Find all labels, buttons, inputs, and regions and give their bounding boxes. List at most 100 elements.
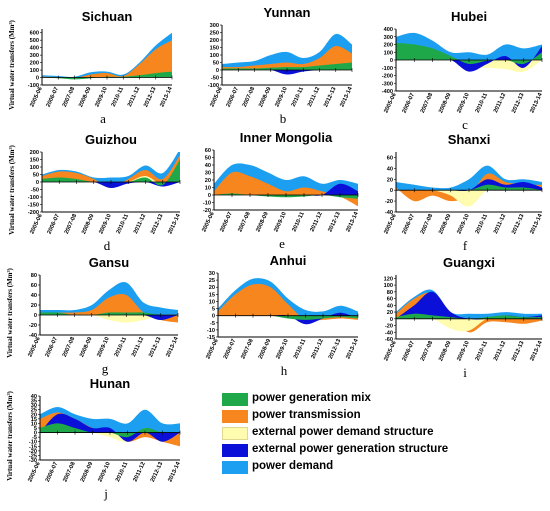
x-tick-label: 2010-11 bbox=[293, 338, 308, 360]
x-tick-label: 2010-11 bbox=[115, 461, 130, 483]
x-tick-label: 2008-09 bbox=[438, 340, 453, 363]
x-tick-label: 2009-10 bbox=[96, 336, 110, 358]
y-tick-label: -40 bbox=[385, 330, 393, 336]
y-tick-label: 60 bbox=[205, 148, 211, 154]
y-tick-label: 5 bbox=[34, 426, 37, 432]
legend-label: power generation mix bbox=[252, 392, 371, 404]
legend-label: power demand bbox=[252, 460, 334, 472]
y-tick-label: -300 bbox=[382, 81, 393, 87]
x-tick-label: 2011-12 bbox=[131, 336, 145, 358]
y-tick-label: 150 bbox=[30, 158, 39, 164]
x-tick-label: 2010-11 bbox=[111, 86, 126, 108]
x-tick-label: 2006-07 bbox=[219, 211, 233, 233]
y-tick-label: -20 bbox=[29, 323, 37, 329]
y-tick-label: 30 bbox=[209, 271, 215, 277]
y-tick-label: 30 bbox=[205, 171, 211, 177]
x-tick-label: 2011-12 bbox=[307, 86, 321, 108]
panel-letter: i bbox=[463, 365, 467, 380]
y-tick-label: 0 bbox=[36, 180, 39, 186]
y-tick-label: 600 bbox=[30, 31, 39, 37]
x-tick-label: 2010-11 bbox=[475, 92, 490, 114]
x-tick-label: 2010-11 bbox=[116, 213, 131, 235]
legend-item-power-demand: power demand bbox=[222, 460, 542, 477]
panel-title: Yunnan bbox=[264, 5, 311, 20]
y-tick-label: 5 bbox=[212, 307, 215, 313]
plot-area bbox=[396, 289, 542, 333]
x-tick-label: 2011-12 bbox=[493, 340, 507, 362]
plot-area bbox=[42, 152, 180, 189]
y-tick-label: 0 bbox=[390, 317, 393, 323]
y-tick-label: 200 bbox=[30, 150, 39, 156]
panel-title: Gansu bbox=[89, 255, 130, 270]
y-tick-label: 100 bbox=[384, 50, 393, 56]
x-tick-label: 2007-08 bbox=[62, 86, 77, 109]
y-tick-label: 20 bbox=[387, 310, 393, 316]
x-tick-label: 2012-13 bbox=[143, 86, 158, 109]
y-tick-label: 20 bbox=[31, 303, 37, 309]
x-tick-label: 2009-10 bbox=[274, 86, 288, 108]
x-tick-label: 2010-11 bbox=[475, 213, 490, 235]
y-tick-label: 0 bbox=[390, 58, 393, 64]
x-tick-label: 2013-14 bbox=[345, 211, 360, 234]
y-tick-label: -40 bbox=[29, 333, 37, 339]
x-tick-label: 2013-14 bbox=[165, 336, 180, 359]
x-tick-label: 2013-14 bbox=[345, 338, 360, 361]
area-power-transmission bbox=[42, 40, 172, 78]
panel-title: Inner Mongolia bbox=[240, 130, 333, 145]
x-tick-label: 2010-11 bbox=[291, 86, 306, 108]
y-axis-label: Virtual water transfers (Mm³) bbox=[8, 144, 16, 234]
y-tick-label: 30 bbox=[31, 403, 37, 409]
panel-letter: j bbox=[103, 486, 108, 501]
x-tick-label: 2009-10 bbox=[94, 86, 108, 108]
y-tick-label: 0 bbox=[212, 314, 215, 320]
panel-letter: d bbox=[104, 238, 111, 253]
y-tick-label: -100 bbox=[382, 66, 393, 72]
y-tick-label: -150 bbox=[28, 203, 39, 209]
y-tick-label: 400 bbox=[30, 46, 39, 52]
y-tick-label: 60 bbox=[387, 297, 393, 303]
y-tick-label: -200 bbox=[28, 210, 39, 216]
x-tick-label: 2010-11 bbox=[292, 211, 307, 233]
area-external-power-generation-structure bbox=[222, 69, 352, 75]
y-tick-label: 200 bbox=[210, 38, 219, 44]
area-power-generation-mix bbox=[42, 159, 180, 186]
panel-letter: f bbox=[463, 238, 468, 253]
y-tick-label: 35 bbox=[31, 399, 37, 405]
area-external-power-generation-structure bbox=[218, 312, 358, 325]
x-tick-label: 2011-12 bbox=[493, 92, 507, 114]
y-tick-label: 50 bbox=[33, 173, 39, 179]
panel-title: Anhui bbox=[270, 253, 307, 268]
x-tick-label: 2012-13 bbox=[150, 461, 165, 484]
x-tick-label: 2008-09 bbox=[438, 213, 453, 236]
x-tick-label: 2012-13 bbox=[328, 338, 343, 361]
x-tick-label: 2011-12 bbox=[133, 461, 147, 483]
y-tick-label: 120 bbox=[384, 276, 393, 282]
y-tick-label: -100 bbox=[28, 195, 39, 201]
x-tick-label: 2011-12 bbox=[127, 86, 141, 108]
x-tick-label: 2006-07 bbox=[46, 86, 60, 108]
panel-letter: g bbox=[102, 361, 109, 376]
x-tick-label: 2011-12 bbox=[311, 338, 325, 360]
x-tick-label: 2006-07 bbox=[223, 338, 237, 360]
x-tick-label: 2006-07 bbox=[47, 213, 61, 235]
x-tick-label: 2008-09 bbox=[258, 338, 273, 361]
plot-area bbox=[40, 407, 180, 447]
x-tick-label: 2009-10 bbox=[98, 213, 112, 235]
y-tick-label: 200 bbox=[384, 43, 393, 49]
x-tick-label: 2006-07 bbox=[45, 336, 59, 358]
y-tick-label: 0 bbox=[216, 68, 219, 74]
area-external-power-demand-structure bbox=[396, 317, 542, 332]
x-tick-label: 2008-09 bbox=[79, 336, 94, 359]
y-tick-label: -50 bbox=[31, 188, 39, 194]
x-tick-label: 2008-09 bbox=[80, 461, 95, 484]
y-tick-label: -20 bbox=[29, 449, 37, 455]
area-external-power-generation-structure bbox=[396, 291, 542, 320]
panel-letter: b bbox=[280, 111, 287, 126]
y-tick-label: -20 bbox=[385, 199, 393, 205]
y-tick-label: 0 bbox=[208, 193, 211, 199]
y-tick-label: -10 bbox=[207, 328, 215, 334]
x-tick-label: 2007-08 bbox=[62, 461, 77, 484]
legend-item-power-transmission: power transmission bbox=[222, 409, 542, 426]
